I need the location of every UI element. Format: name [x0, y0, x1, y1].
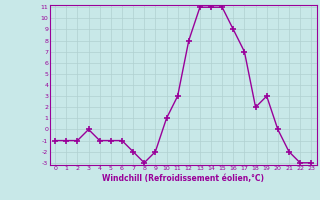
X-axis label: Windchill (Refroidissement éolien,°C): Windchill (Refroidissement éolien,°C)	[102, 174, 264, 183]
